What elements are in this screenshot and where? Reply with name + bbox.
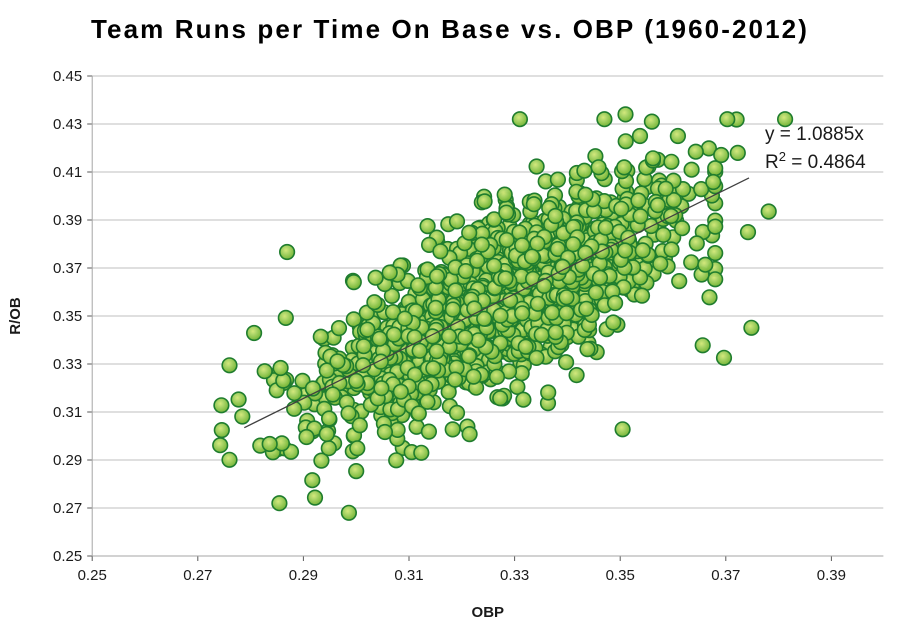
svg-text:OBP: OBP bbox=[472, 604, 505, 621]
svg-text:R2 = 0.4864: R2 = 0.4864 bbox=[765, 149, 866, 174]
svg-text:0.29: 0.29 bbox=[53, 452, 82, 469]
svg-text:R/OB: R/OB bbox=[7, 297, 24, 335]
svg-text:0.27: 0.27 bbox=[183, 567, 212, 584]
svg-text:0.27: 0.27 bbox=[53, 500, 82, 517]
svg-text:0.45: 0.45 bbox=[53, 68, 82, 85]
svg-text:0.33: 0.33 bbox=[500, 567, 529, 584]
svg-text:0.43: 0.43 bbox=[53, 116, 82, 133]
svg-text:0.29: 0.29 bbox=[289, 567, 318, 584]
svg-text:0.41: 0.41 bbox=[53, 164, 82, 181]
svg-text:0.35: 0.35 bbox=[606, 567, 635, 584]
svg-text:0.37: 0.37 bbox=[711, 567, 740, 584]
svg-text:y = 1.0885x: y = 1.0885x bbox=[765, 124, 864, 145]
svg-text:0.31: 0.31 bbox=[53, 404, 82, 421]
svg-text:Team Runs per Time On Base vs.: Team Runs per Time On Base vs. OBP (1960… bbox=[91, 14, 809, 44]
svg-text:0.37: 0.37 bbox=[53, 260, 82, 277]
svg-text:0.25: 0.25 bbox=[53, 548, 82, 565]
svg-text:0.31: 0.31 bbox=[394, 567, 423, 584]
svg-text:0.39: 0.39 bbox=[53, 212, 82, 229]
svg-text:0.35: 0.35 bbox=[53, 308, 82, 325]
svg-text:0.33: 0.33 bbox=[53, 356, 82, 373]
svg-text:0.25: 0.25 bbox=[78, 567, 107, 584]
svg-text:0.39: 0.39 bbox=[817, 567, 846, 584]
